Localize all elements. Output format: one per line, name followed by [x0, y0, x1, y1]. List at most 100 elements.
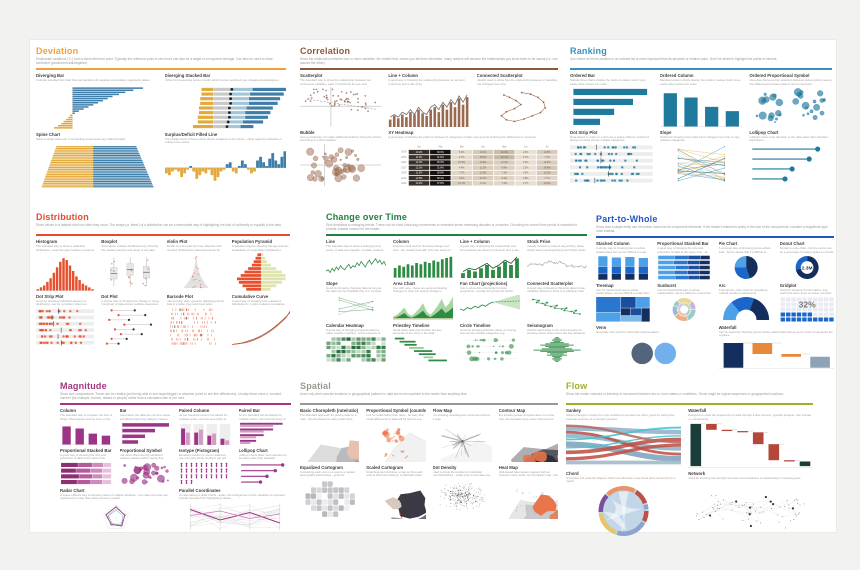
chart-lollipop-chart[interactable]: Lollipop Chart Lollipops draw more attent… [749, 130, 832, 184]
chart-desc: Good for showing % information, they wor… [779, 288, 832, 296]
chart-bar-mag[interactable]: Bar Good when the data are not time serie… [120, 408, 173, 446]
chart-diverging-bar[interactable]: Diverging Bar A simple standard bar chart… [36, 73, 158, 130]
chart-surplus-deficit-filled-line[interactable]: Surplus/Deficit Filled Line The shaded ar… [164, 132, 286, 188]
chart-title: Column [393, 239, 409, 245]
chart-isotype[interactable]: Isotype (Pictogram) Excellent solution in… [179, 448, 232, 485]
chart-waterfall-part[interactable]: Waterfall Can be useful for showing part-… [718, 325, 834, 369]
chart-title: Radar Chart [60, 488, 85, 494]
chart-line-column-time[interactable]: Line + Column A good way of showing the r… [460, 239, 520, 279]
chart-line-column[interactable]: Line + Column A good way of showing the r… [388, 73, 469, 128]
chart-title: Priestley Timeline [393, 323, 430, 329]
chart-sunburst[interactable]: Sunburst Use for hierarchical part-to-who… [657, 283, 711, 322]
chart-heat-map[interactable]: Heat Map Grid-based data values mapped wi… [499, 465, 558, 520]
chart-paired-column[interactable]: Paired Column As per standard column but … [179, 408, 232, 446]
chart-sankey[interactable]: Sankey Shows changes in flows from one co… [566, 408, 682, 468]
chart-connected-scatterplot-time[interactable]: Connected Scatterplot A good way of showi… [527, 281, 587, 320]
chart-population-pyramid[interactable]: Population Pyramid A standard way for sho… [232, 239, 290, 291]
chart-desc: Use with care - these are good at showin… [393, 286, 447, 294]
chart-ordered-column[interactable]: Ordered Column Standard column charts dis… [659, 73, 743, 128]
chart-paired-bar[interactable]: Paired Bar As per standard bar but allows… [239, 408, 292, 445]
chart-equalized-cartogram[interactable]: Equalized Cartogram Converting each unit … [300, 465, 359, 519]
svg-text:13.4%: 13.4% [480, 151, 488, 154]
chart-stock-price[interactable]: Stock Price Usually focused on day-to-day… [527, 239, 587, 278]
chart-slope-time[interactable]: Slope Good for showing changing data as l… [326, 281, 386, 320]
chart-title: Scatterplot [300, 73, 323, 79]
chart-dot-strip-plot[interactable]: Dot Strip Plot Dots placed in order on a … [570, 130, 653, 184]
chart-proportional-stacked-bar[interactable]: Proportional Stacked Bar A good way of sh… [657, 241, 711, 280]
chart-figure-stock-price [527, 260, 587, 269]
chart-contour-map[interactable]: Contour Map For showing areas of equal va… [499, 408, 558, 463]
chart-desc: Like a scatterplot, but adds additional … [300, 135, 382, 143]
chart-circle-timeline[interactable]: Circle Timeline Good for showing discrete… [460, 323, 520, 362]
chart-basic-choropleth[interactable]: Basic Choropleth (rate/ratio) The standar… [300, 408, 360, 463]
chart-area-chart[interactable]: Area Chart Use with care - these are good… [393, 281, 453, 321]
chart-pie-chart[interactable]: Pie Chart A common way of showing part-to… [719, 241, 773, 280]
chart-donut-chart[interactable]: Donut Chart Similar to a pie chart - but … [780, 241, 834, 280]
svg-text:2016: 2016 [402, 162, 408, 164]
chart-fan-chart[interactable]: Fan Chart (projections) Use to show the u… [460, 281, 520, 320]
chart-scaled-cartogram[interactable]: Scaled Cartogram Stretching and shrinking… [366, 465, 426, 520]
chart-figure-barcode-plot [169, 308, 216, 345]
chart-histogram[interactable]: Histogram The standard way to show a stat… [36, 239, 95, 292]
chart-waterfall-flow[interactable]: Waterfall Designed to show the sequencing… [688, 408, 813, 468]
section-title: Ranking [570, 46, 607, 56]
chart-xy-heatmap[interactable]: XY Heatmap A good way of showing the patt… [388, 130, 558, 186]
svg-text:2.7%: 2.7% [523, 156, 529, 159]
chart-slope[interactable]: Slope Perfect for showing how ranks have … [660, 130, 743, 184]
chart-gridplot[interactable]: Gridplot Good for showing % information, … [780, 283, 834, 322]
chart-venn[interactable]: Venn Generally only used for schematic re… [596, 325, 712, 369]
chart-bubble[interactable]: Bubble Like a scatterplot, but adds addit… [300, 130, 382, 187]
chart-chord[interactable]: Chord A complex but powerful diagram whic… [566, 471, 681, 537]
chart-title: Boxplot [101, 239, 118, 245]
chart-proportional-symbol-map[interactable]: Proportional Symbol (count/magnitude)Use… [366, 408, 426, 463]
chart-proportional-stacked-bar-mag[interactable]: Proportional Stacked Bar A good way of sh… [60, 448, 113, 485]
chart-spine-chart[interactable]: Spine Chart Splits a single value into 2 … [36, 132, 158, 188]
chart-title: Proportional Symbol [119, 448, 162, 454]
chart-title: Bubble [300, 130, 315, 136]
chart-priestley-timeline[interactable]: Priestley Timeline Great when date and du… [393, 323, 453, 362]
chart-desc: Generally only used for schematic repres… [596, 330, 660, 334]
chart-dot-strip-plot-dist[interactable]: Dot Strip Plot Good for showing individua… [36, 294, 95, 346]
svg-text:12.8%: 12.8% [416, 177, 424, 180]
chart-desc: Standard column charts display the ranks… [659, 78, 741, 86]
chart-seismogram[interactable]: Seismogram Another alternative to the cir… [527, 323, 587, 362]
chart-line[interactable]: Line The standard way to show a changing … [326, 239, 386, 278]
chart-calendar-heatmap[interactable]: Calendar Heatmap A great way of showing t… [326, 323, 386, 362]
chart-desc: Use when there are big variations betwee… [749, 78, 832, 86]
chart-stacked-column[interactable]: Stacked Column A simple way of showing pa… [596, 241, 650, 280]
chart-desc: The standard way to compare the size of … [60, 413, 113, 421]
chart-lollipop-mag[interactable]: Lollipop Chart Lollipop charts draw more … [239, 448, 292, 485]
section-title: Correlation [300, 46, 351, 56]
chart-proportional-symbol-mag[interactable]: Proportional Symbol Use when there are bi… [120, 448, 173, 485]
chart-title: Dot Strip Plot [36, 294, 64, 300]
svg-text:14.8%: 14.8% [544, 167, 552, 170]
chart-ordered-proportional-symbol[interactable]: Ordered Proportional Symbol Use when ther… [749, 73, 832, 127]
chart-parallel-coordinates[interactable]: Parallel Coordinates An alternative to ra… [179, 488, 291, 532]
chart-radar-chart[interactable]: Radar Chart A space-efficient way of show… [60, 488, 172, 532]
chart-dot-plot[interactable]: Dot Plot A simple way of showing the chan… [101, 294, 159, 346]
chart-desc: The standard approach for putting data o… [300, 413, 357, 421]
chart-column[interactable]: Column Columns work well for showing chan… [393, 239, 453, 279]
svg-text:22.7%: 22.7% [501, 156, 509, 159]
chart-violin-plot[interactable]: Violin Plot Similar to a box plot but mor… [167, 239, 225, 291]
chart-title: Line + Column [460, 239, 490, 245]
chart-column-mag[interactable]: Column The standard way to compare the si… [60, 408, 113, 446]
chart-title: XY Heatmap [388, 130, 414, 136]
chart-connected-scatterplot[interactable]: Connected Scatterplot Usually used to sho… [477, 73, 558, 127]
chart-scatterplot[interactable]: Scatterplot The standard way to show the … [300, 73, 382, 128]
chart-diverging-stacked-bar[interactable]: Diverging Stacked Bar Perfect for present… [165, 73, 286, 129]
chart-dot-density[interactable]: Dot Density Used to show the location of … [433, 465, 492, 519]
chart-arc[interactable]: Arc A hemicycle, often used for visualisi… [719, 283, 773, 322]
chart-ordered-bar[interactable]: Ordered Bar Standard bar charts display t… [570, 73, 653, 128]
section-desc: Emphasise variations (+/-) from a fixed … [36, 57, 273, 66]
chart-treemap[interactable]: Treemap Use for hierarchical part-to-whol… [596, 283, 650, 322]
chart-network[interactable]: Network Used for showing the strength and… [688, 471, 813, 537]
chart-cumulative-curve[interactable]: Cumulative Curve A good way of showing ho… [232, 294, 290, 346]
chart-figure-donut-chart: 2.3M [795, 256, 819, 280]
chart-boxplot[interactable]: Boxplot Summarise multiple distributions … [101, 239, 159, 291]
chart-flow-map[interactable]: Flow Map For showing unambiguous movement… [433, 408, 492, 463]
chart-barcode-plot[interactable]: Barcode Plot Like dot strip plots, good f… [167, 294, 225, 346]
svg-text:9.4%: 9.4% [459, 177, 465, 180]
chart-desc: The standard way to show a statistical d… [36, 244, 95, 252]
